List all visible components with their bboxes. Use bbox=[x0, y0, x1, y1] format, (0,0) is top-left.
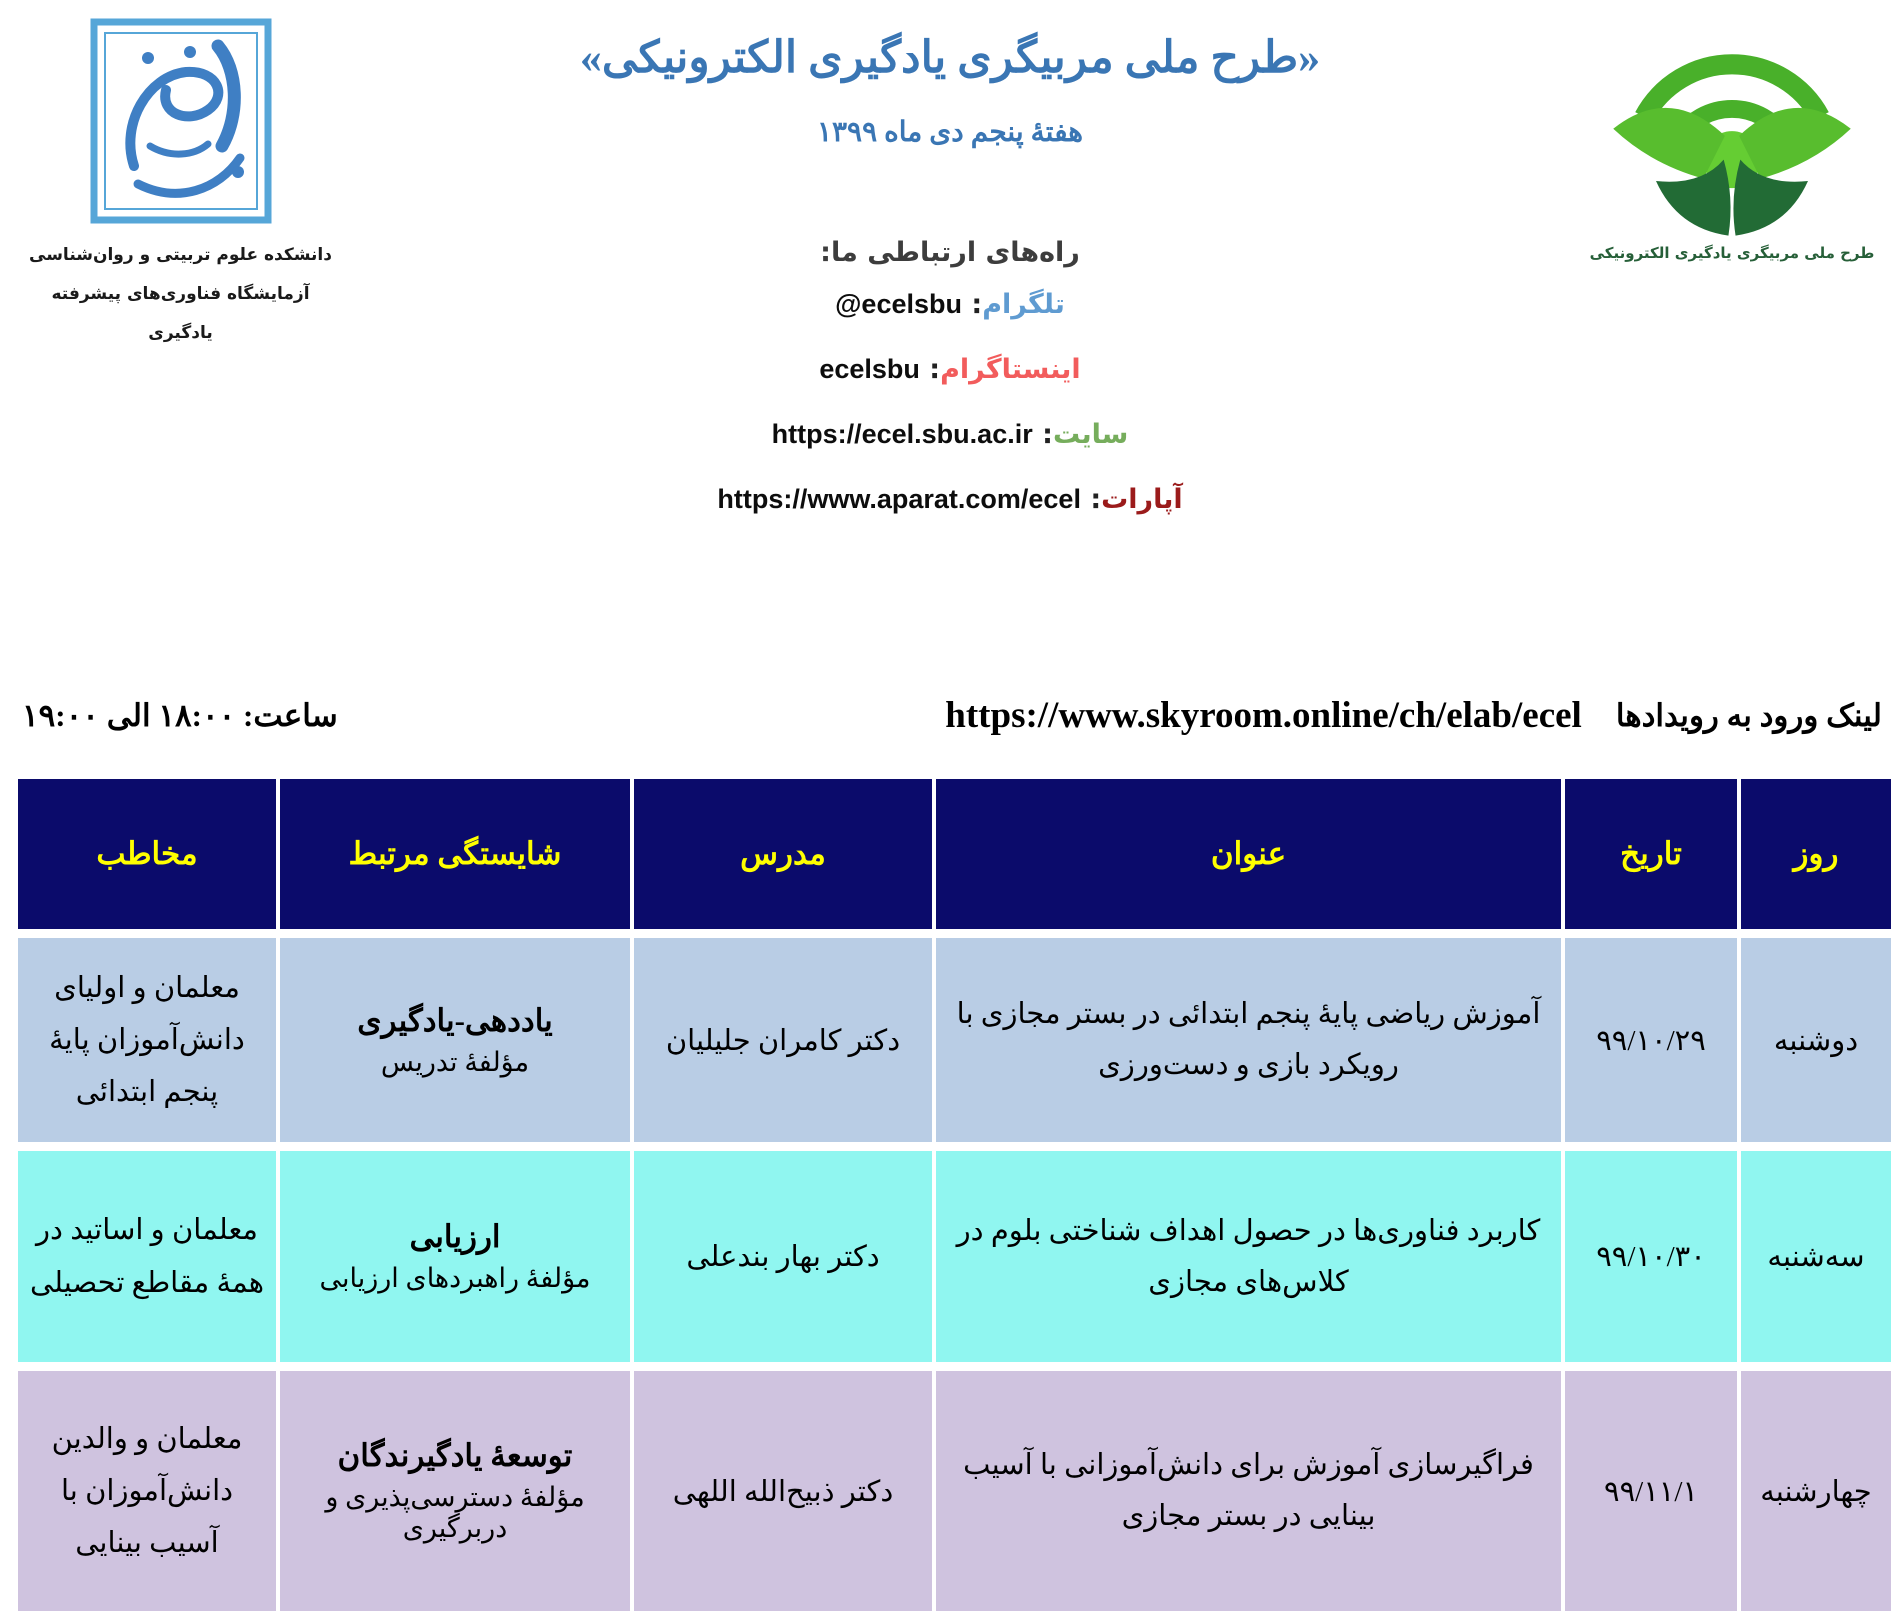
col-header-competency: شایستگی مرتبط bbox=[280, 779, 630, 929]
instagram-label: اینستاگرام bbox=[940, 354, 1081, 385]
contact-heading: راه‌های ارتباطی ما: bbox=[820, 237, 1080, 268]
week-subtitle: هفتهٔ پنجم دی ماه ۱۳۹۹ bbox=[816, 117, 1084, 148]
event-bar: لینک ورود به رویدادها https://www.skyroo… bbox=[22, 694, 1882, 737]
website-label: سایت bbox=[1052, 419, 1129, 450]
cell-competency: یاددهی-یادگیری مؤلفهٔ تدریس bbox=[280, 938, 630, 1142]
table-header-row: روز تاریخ عنوان مدرس شایستگی مرتبط مخاطب bbox=[18, 779, 1891, 929]
col-header-audience: مخاطب bbox=[18, 779, 276, 929]
cell-date: ۹۹/۱۰/۲۹ bbox=[1565, 938, 1737, 1142]
schedule-table: روز تاریخ عنوان مدرس شایستگی مرتبط مخاطب… bbox=[14, 770, 1895, 1620]
cell-instructor: دکتر کامران جلیلیان bbox=[634, 938, 932, 1142]
session-time: ساعت: ۱۸:۰۰ الی ۱۹:۰۰ bbox=[22, 697, 338, 733]
events-link-label: لینک ورود به رویدادها bbox=[1615, 697, 1882, 733]
aparat-label: آپارات bbox=[1101, 484, 1183, 515]
events-link: لینک ورود به رویدادها https://www.skyroo… bbox=[945, 694, 1882, 737]
center-block: «طرح ملی مربیگری یادگیری الکترونیکی» هفت… bbox=[330, 32, 1570, 528]
col-header-date: تاریخ bbox=[1565, 779, 1737, 929]
cell-audience: معلمان و اولیای دانش‌آموزان پایهٔ پنجم ا… bbox=[18, 938, 276, 1142]
website-url[interactable]: https://ecel.sbu.ac.ir bbox=[771, 419, 1033, 449]
contact-line-telegram: تلگرام: @ecelsbu bbox=[330, 289, 1570, 333]
table-row: چهارشنبه ۹۹/۱۱/۱ فراگیرسازی آموزش برای د… bbox=[18, 1371, 1891, 1611]
col-header-title: عنوان bbox=[936, 779, 1561, 929]
separator: : bbox=[929, 354, 941, 385]
competency-sub: مؤلفهٔ راهبردهای ارزیابی bbox=[319, 1263, 591, 1293]
competency-sub: مؤلفهٔ تدریس bbox=[380, 1046, 530, 1077]
separator: : bbox=[1090, 484, 1102, 515]
table-row: سه‌شنبه ۹۹/۱۰/۳۰ کاربرد فناوری‌ها در حصو… bbox=[18, 1151, 1891, 1362]
cell-competency: توسعهٔ یادگیرندگان مؤلفهٔ دسترسی‌پذیری و… bbox=[280, 1371, 630, 1611]
cell-day: دوشنبه bbox=[1741, 938, 1891, 1142]
aparat-url[interactable]: https://www.aparat.com/ecel bbox=[717, 484, 1081, 514]
contact-line-website: سایت: https://ecel.sbu.ac.ir bbox=[330, 419, 1570, 463]
telegram-handle[interactable]: @ecelsbu bbox=[835, 289, 962, 319]
cell-title: آموزش ریاضی پایهٔ پنجم ابتدائی در بستر م… bbox=[936, 938, 1561, 1142]
cell-instructor: دکتر بهار بندعلی bbox=[634, 1151, 932, 1362]
university-logo-icon bbox=[90, 18, 272, 228]
program-block: طرح ملی مربیگری یادگیری الکترونیکی bbox=[1582, 10, 1882, 262]
contact-line-instagram: اینستاگرام: ecelsbu bbox=[330, 354, 1570, 398]
cell-date: ۹۹/۱۱/۱ bbox=[1565, 1371, 1737, 1611]
program-logo-icon bbox=[1601, 54, 1863, 242]
cell-date: ۹۹/۱۰/۳۰ bbox=[1565, 1151, 1737, 1362]
university-block: دانشکده علوم تربیتی و روان‌شناسی آزمایشگ… bbox=[28, 18, 333, 353]
events-link-url[interactable]: https://www.skyroom.online/ch/elab/ecel bbox=[945, 695, 1582, 736]
competency-main: ارزیابی bbox=[409, 1219, 501, 1254]
contact-line-aparat: آپارات: https://www.aparat.com/ecel bbox=[330, 484, 1570, 528]
telegram-label: تلگرام bbox=[982, 289, 1065, 320]
cell-day: چهارشنبه bbox=[1741, 1371, 1891, 1611]
faculty-name: دانشکده علوم تربیتی و روان‌شناسی bbox=[29, 245, 332, 265]
competency-main: یاددهی-یادگیری bbox=[357, 1002, 553, 1038]
col-header-instructor: مدرس bbox=[634, 779, 932, 929]
lab-name: آزمایشگاه فناوری‌های پیشرفته یادگیری bbox=[51, 284, 310, 344]
competency-main: توسعهٔ یادگیرندگان bbox=[337, 1438, 573, 1473]
cell-audience: معلمان و اساتید در همهٔ مقاطع تحصیلی bbox=[18, 1151, 276, 1362]
cell-audience: معلمان و والدین دانش‌آموزان با آسیب بینا… bbox=[18, 1371, 276, 1611]
cell-title: کاربرد فناوری‌ها در حصول اهداف شناختی بل… bbox=[936, 1151, 1561, 1362]
cell-instructor: دکتر ذبیح‌الله اللهی bbox=[634, 1371, 932, 1611]
cell-title: فراگیرسازی آموزش برای دانش‌آموزانی با آس… bbox=[936, 1371, 1561, 1611]
contact-block: راه‌های ارتباطی ما: تلگرام: @ecelsbu این… bbox=[330, 237, 1570, 528]
instagram-handle[interactable]: ecelsbu bbox=[819, 354, 920, 384]
cell-competency: ارزیابی مؤلفهٔ راهبردهای ارزیابی bbox=[280, 1151, 630, 1362]
program-logo-caption: طرح ملی مربیگری یادگیری الکترونیکی bbox=[1589, 244, 1875, 262]
cell-day: سه‌شنبه bbox=[1741, 1151, 1891, 1362]
competency-sub: مؤلفهٔ دسترسی‌پذیری و دربرگیری bbox=[325, 1482, 585, 1543]
separator: : bbox=[971, 289, 983, 320]
page-title: «طرح ملی مربیگری یادگیری الکترونیکی» bbox=[579, 33, 1321, 82]
table-row: دوشنبه ۹۹/۱۰/۲۹ آموزش ریاضی پایهٔ پنجم ا… bbox=[18, 938, 1891, 1142]
separator: : bbox=[1042, 419, 1053, 450]
col-header-day: روز bbox=[1741, 779, 1891, 929]
